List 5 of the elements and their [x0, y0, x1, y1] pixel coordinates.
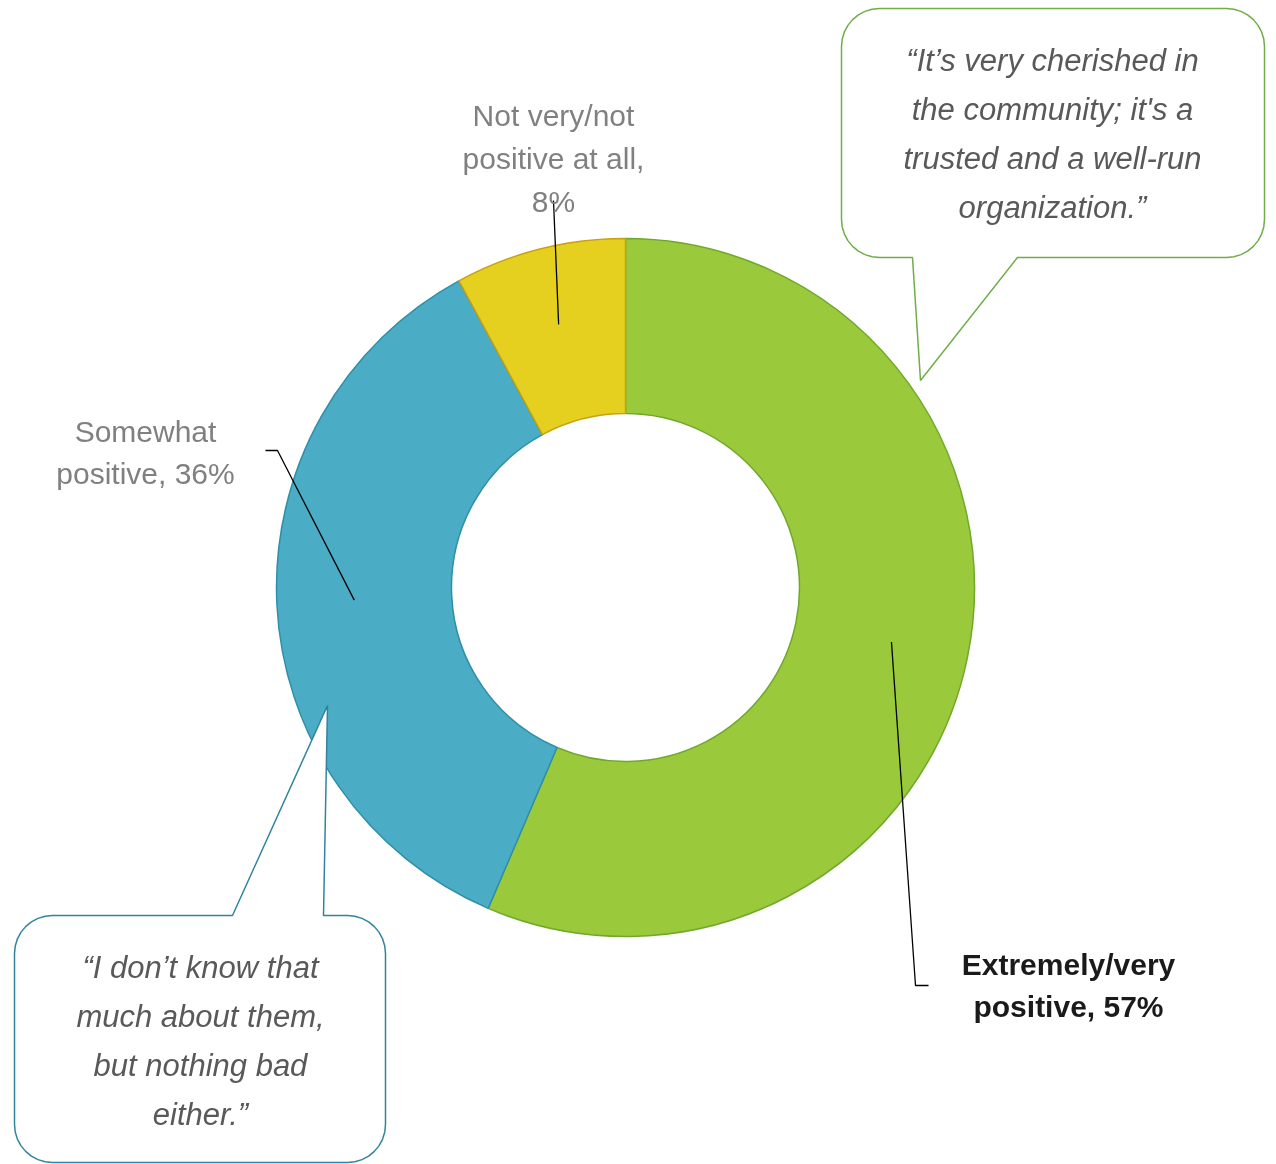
text: “I don’t know that much about them, but nothing bad either.” — [76, 949, 325, 1132]
slice-label: Not very/not positive at all, 8% — [462, 99, 645, 218]
slice-label: Somewhat positive, 36% — [56, 414, 235, 491]
text: “It’s very cherished in the community; it's a trusted and a well-run organization.” — [903, 42, 1202, 225]
slice-label: Extremely/very positive, 57% — [961, 947, 1176, 1024]
